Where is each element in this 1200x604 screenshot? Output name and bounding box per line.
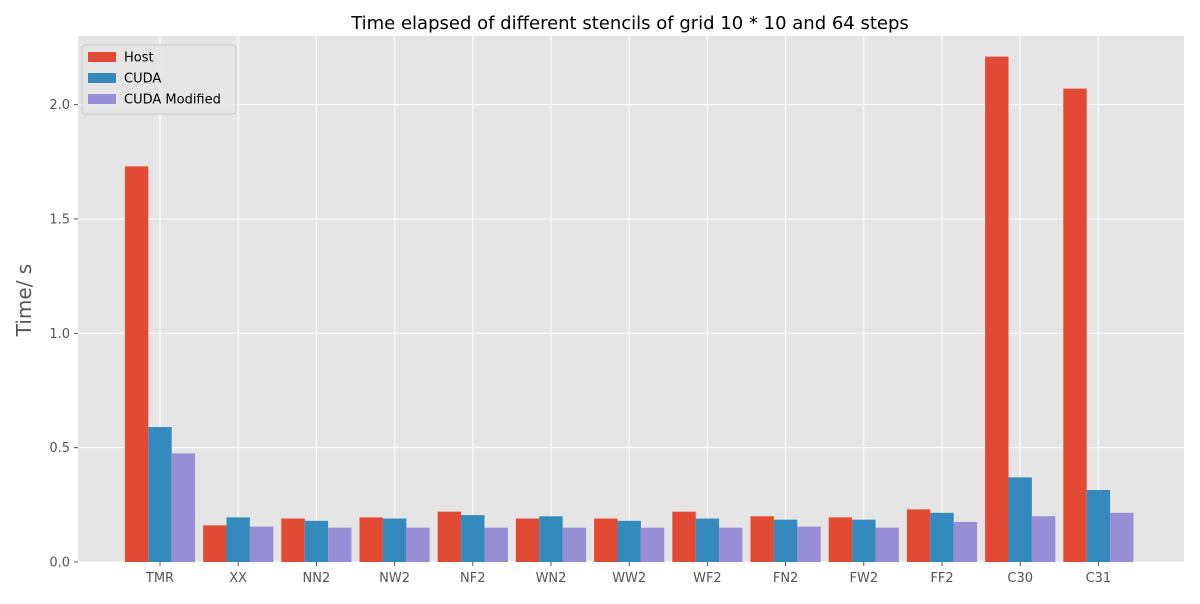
- x-tick-label: WN2: [536, 571, 567, 586]
- bar-host-tmr: [124, 166, 149, 563]
- bar-cuda-modified-nw2: [406, 527, 430, 562]
- bars: [124, 56, 1134, 563]
- bar-host-c30: [985, 56, 1009, 562]
- bar-cuda-modified-nf2: [484, 527, 508, 562]
- legend-box: [81, 44, 237, 115]
- legend-swatch: [88, 52, 116, 62]
- bar-cuda-modified-c30: [1031, 516, 1056, 562]
- bar-cuda-modified-wf2: [719, 527, 743, 562]
- x-tick-label: FF2: [930, 571, 953, 586]
- bar-cuda-c30: [1008, 477, 1032, 562]
- x-tick-label: NW2: [379, 571, 410, 586]
- legend-label: Host: [124, 51, 154, 66]
- bar-host-ff2: [906, 509, 931, 562]
- legend: Host CUDA CUDA Modified: [81, 44, 237, 115]
- x-tick-label: WF2: [693, 571, 722, 586]
- bar-cuda-xx: [226, 517, 250, 562]
- legend-swatch: [88, 94, 116, 104]
- bar-cuda-modified-fn2: [797, 526, 821, 562]
- y-tick-label: 1.5: [49, 212, 70, 227]
- chart-title: Time elapsed of different stencils of gr…: [350, 13, 909, 34]
- bar-host-nf2: [437, 511, 462, 562]
- x-tick-label: TMR: [145, 571, 174, 586]
- bar-host-c31: [1063, 88, 1087, 562]
- bar-cuda-nf2: [461, 515, 485, 562]
- bar-cuda-modified-wn2: [562, 527, 587, 562]
- grid-lines: [78, 36, 1184, 563]
- bar-cuda-c31: [1086, 489, 1111, 562]
- x-axis-ticks: TMR XX NN2 NW2 NF2 WN2 WW2 WF2 FN2 FW2 FF2 C30 C31: [145, 562, 1111, 586]
- bar-cuda-ff2: [930, 512, 954, 562]
- x-tick-label: WW2: [612, 571, 646, 586]
- x-tick-label: NN2: [303, 571, 331, 586]
- bar-cuda-ww2: [617, 520, 641, 562]
- x-tick-label: FW2: [849, 571, 878, 586]
- y-axis-ticks: 0.0 0.5 1.0 1.5 2.0: [49, 98, 78, 571]
- x-tick-label: FN2: [773, 571, 798, 586]
- bar-cuda-fw2: [852, 519, 876, 562]
- bar-cuda-fn2: [773, 519, 798, 562]
- bar-host-wf2: [672, 511, 696, 562]
- bar-cuda-modified-fw2: [875, 527, 899, 562]
- bar-host-nn2: [281, 518, 305, 562]
- bar-host-nw2: [359, 517, 383, 562]
- y-axis-label: Time/ s: [12, 264, 36, 337]
- bar-host-wn2: [515, 518, 540, 562]
- y-tick-label: 0.5: [49, 441, 70, 456]
- y-tick-label: 2.0: [49, 98, 70, 113]
- bar-cuda-modified-nn2: [328, 527, 352, 562]
- bar-cuda-wn2: [539, 516, 563, 562]
- y-tick-label: 0.0: [49, 556, 70, 571]
- bar-host-xx: [203, 525, 227, 562]
- bar-cuda-modified-xx: [249, 526, 274, 562]
- y-tick-label: 1.0: [49, 327, 70, 342]
- x-tick-label: NF2: [460, 571, 485, 586]
- bar-cuda-wf2: [695, 518, 720, 562]
- legend-label: CUDA: [124, 72, 161, 87]
- bar-cuda-tmr: [148, 427, 172, 562]
- x-tick-label: C31: [1086, 571, 1112, 586]
- legend-label: CUDA Modified: [124, 93, 221, 108]
- x-tick-label: C30: [1007, 571, 1033, 586]
- bar-cuda-modified-c31: [1110, 512, 1134, 562]
- x-tick-label: XX: [229, 571, 247, 586]
- legend-swatch: [88, 73, 116, 83]
- bar-cuda-nw2: [382, 518, 407, 562]
- bar-host-ww2: [594, 518, 618, 562]
- bar-cuda-modified-ww2: [640, 527, 665, 562]
- bar-host-fw2: [828, 517, 853, 562]
- bar-cuda-modified-tmr: [171, 453, 196, 562]
- bar-cuda-nn2: [304, 520, 329, 562]
- bar-host-fn2: [750, 516, 774, 562]
- bar-cuda-modified-ff2: [953, 521, 978, 562]
